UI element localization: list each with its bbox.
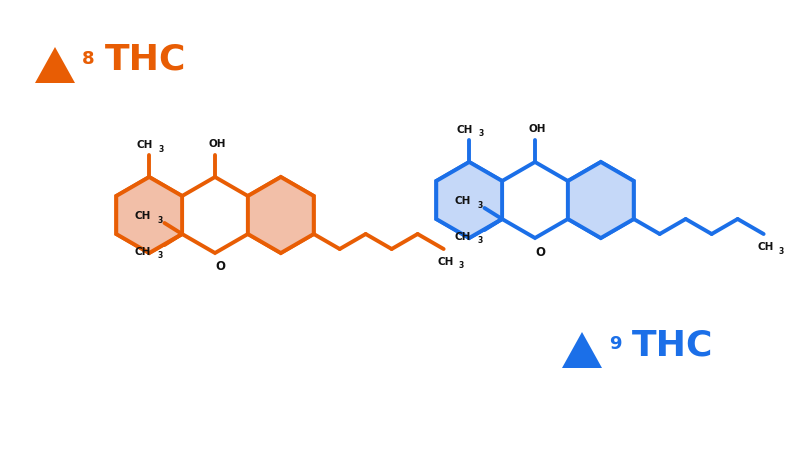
Text: THC: THC	[105, 43, 186, 77]
Text: 8: 8	[82, 50, 94, 68]
Text: CH: CH	[454, 232, 470, 242]
Text: 3: 3	[478, 237, 483, 246]
Text: 9: 9	[609, 335, 622, 353]
Polygon shape	[568, 162, 634, 238]
Polygon shape	[502, 162, 568, 238]
Text: CH: CH	[438, 257, 454, 267]
Text: 3: 3	[779, 247, 784, 256]
Polygon shape	[248, 177, 314, 253]
Polygon shape	[116, 177, 182, 253]
Text: 3: 3	[459, 261, 464, 270]
Polygon shape	[436, 162, 502, 238]
Text: O: O	[535, 246, 545, 258]
Text: CH: CH	[137, 140, 154, 150]
Text: CH: CH	[134, 247, 150, 257]
Text: CH: CH	[454, 196, 470, 206]
Polygon shape	[436, 162, 502, 238]
Text: 3: 3	[158, 252, 163, 261]
Text: O: O	[215, 261, 225, 274]
Polygon shape	[562, 332, 602, 368]
Text: THC: THC	[632, 328, 714, 362]
Polygon shape	[248, 177, 314, 253]
Polygon shape	[568, 162, 634, 238]
Text: CH: CH	[758, 242, 774, 252]
Text: CH: CH	[134, 211, 150, 221]
Polygon shape	[182, 177, 248, 253]
Polygon shape	[116, 177, 182, 253]
Text: 3: 3	[158, 216, 163, 225]
Text: OH: OH	[208, 139, 226, 149]
Text: 3: 3	[158, 144, 164, 153]
Polygon shape	[35, 47, 75, 83]
Text: OH: OH	[528, 124, 546, 134]
Text: 3: 3	[478, 201, 483, 210]
Text: CH: CH	[457, 125, 474, 135]
Text: 3: 3	[478, 130, 484, 139]
